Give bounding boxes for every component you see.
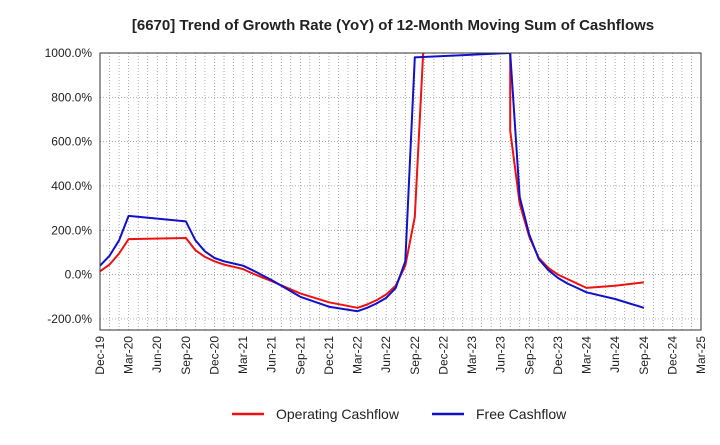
x-tick-label: Sep-21	[293, 336, 307, 375]
x-tick-label: Mar-22	[351, 336, 365, 374]
y-tick-label: 600.0%	[51, 135, 92, 149]
y-tick-label: 800.0%	[51, 90, 92, 104]
x-tick-label: Jun-22	[379, 336, 393, 373]
chart-title: [6670] Trend of Growth Rate (YoY) of 12-…	[132, 17, 654, 34]
series-layer	[100, 53, 645, 313]
x-tick-label: Dec-22	[436, 336, 450, 375]
x-tick-label: Jun-20	[150, 336, 164, 373]
x-tick-label: Dec-19	[93, 336, 107, 375]
grid-layer	[100, 52, 701, 330]
y-tick-label: 1000.0%	[45, 46, 93, 60]
y-axis-ticks: -200.0% 0.0% 200.0% 400.0% 600.0% 800.0% 1000.…	[45, 46, 93, 326]
legend-label: Free Cashflow	[476, 406, 567, 422]
plot-frame	[99, 52, 702, 331]
x-tick-label: Mar-21	[236, 336, 250, 374]
legend: Operating Cashflow Free Cashflow	[232, 406, 567, 422]
x-tick-label: Dec-23	[551, 336, 565, 375]
x-tick-label: Dec-20	[207, 336, 221, 375]
x-tick-label: Jun-21	[265, 336, 279, 373]
x-tick-label: Mar-24	[580, 336, 594, 374]
x-tick-label: Mar-20	[122, 336, 136, 374]
x-tick-label: Dec-21	[322, 336, 336, 375]
y-tick-label: 400.0%	[51, 179, 92, 193]
series-line-operating-cashflow	[100, 53, 644, 309]
x-tick-label: Sep-22	[408, 336, 422, 375]
x-tick-label: Jun-24	[608, 336, 622, 373]
x-tick-label: Dec-24	[665, 336, 679, 375]
y-tick-label: 0.0%	[65, 268, 93, 282]
y-tick-label: 200.0%	[51, 223, 92, 237]
x-tick-label: Jun-23	[494, 336, 508, 373]
x-tick-label: Mar-25	[694, 336, 708, 374]
y-tick-label: -200.0%	[47, 312, 92, 326]
x-axis-ticks: Dec-19 Mar-20 Jun-20 Sep-20 Dec-20 Mar-21 Jun-…	[93, 336, 708, 375]
x-tick-label: Sep-20	[179, 336, 193, 375]
x-tick-label: Sep-23	[522, 336, 536, 375]
x-tick-label: Mar-23	[465, 336, 479, 374]
legend-label: Operating Cashflow	[276, 406, 400, 422]
x-tick-label: Sep-24	[637, 336, 651, 375]
series-line-free-cashflow	[100, 53, 645, 313]
